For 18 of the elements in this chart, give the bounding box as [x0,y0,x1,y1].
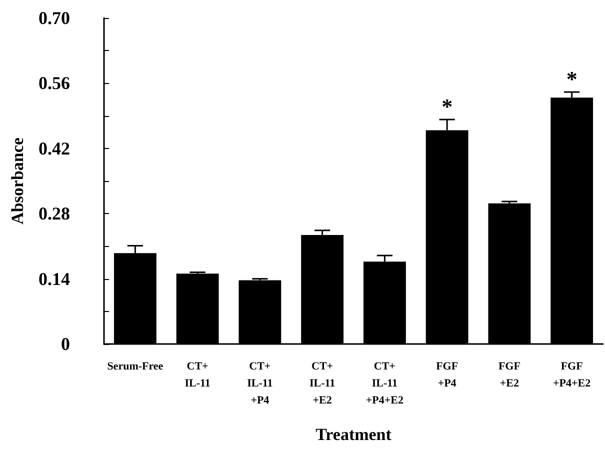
x-tick-label: FGF +P4+E2 [553,360,592,390]
y-axis-title: Absorbance [8,137,27,224]
x-axis-title: Treatment [316,425,392,444]
y-tick-label: 0.14 [38,268,70,289]
y-tick-label: 0.70 [38,8,70,28]
y-tick-label: 0.56 [38,73,70,94]
x-tick-label: CT+ IL-11 [184,360,210,390]
annotation: * [442,94,453,120]
annotation: * [566,66,578,92]
x-tick-label: FGF +P4 [436,360,458,390]
x-tick-label: CT+ IL-11 +E2 [309,360,336,406]
y-tick-label: 0 [61,334,70,354]
x-tick-label: Serum-Free [107,360,164,372]
x-tick-label: CT+ IL-11 +P4 [247,360,273,406]
y-tick-label: 0.42 [38,138,70,158]
y-tick-label: 0.28 [38,204,70,224]
x-tick-label: FGF +E2 [498,360,521,390]
x-tick-label: CT+ IL-11 +P4+E2 [366,360,404,406]
